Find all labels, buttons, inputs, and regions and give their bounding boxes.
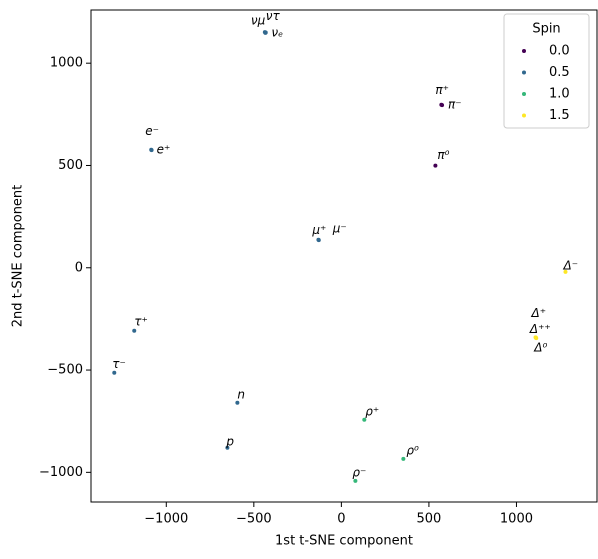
point-label: ρ⁺ (365, 404, 379, 418)
point (433, 163, 438, 168)
point-label: ρ⁻ (352, 465, 366, 479)
point (563, 269, 568, 274)
x-tick-label: −1000 (144, 512, 188, 527)
legend-marker (522, 70, 526, 75)
y-tick-label: −1000 (39, 465, 83, 480)
point (401, 456, 406, 461)
y-tick-label: 1000 (50, 56, 83, 71)
legend-marker (522, 92, 526, 96)
point (316, 238, 321, 243)
point-label: τ⁻ (112, 357, 126, 371)
legend-label: 1.0 (549, 87, 570, 102)
point (132, 328, 137, 333)
point (112, 370, 117, 375)
point-label: e⁻ (145, 124, 159, 138)
point-label: μ⁺ (311, 223, 326, 237)
point-label: π⁺ (435, 83, 449, 97)
point (353, 478, 358, 483)
legend-marker (522, 113, 526, 118)
plot-frame (90, 9, 598, 503)
point-label: n (237, 387, 245, 401)
x-tick-label: 0 (337, 512, 345, 527)
point-label: p (225, 434, 234, 448)
x-axis-label: 1st t-SNE component (275, 534, 413, 549)
point-label: μ⁻ (332, 222, 347, 236)
legend-label: 1.5 (549, 108, 570, 123)
point-label: τ⁺ (134, 314, 148, 328)
point-label: π⁰ (437, 148, 449, 162)
legend-label: 0.5 (549, 65, 570, 80)
y-tick-label: −500 (47, 363, 83, 378)
point (225, 445, 230, 450)
point-label: ρ⁰ (406, 443, 419, 457)
point (534, 336, 539, 341)
point-label: νμ (251, 14, 266, 28)
point (149, 148, 154, 153)
point (235, 400, 240, 405)
point-label: Δ⁻ (562, 258, 578, 272)
legend-marker (522, 49, 526, 53)
point-label: π⁻ (448, 98, 462, 112)
point-label: Δ⁺ (531, 306, 547, 320)
x-tick-label: 1000 (500, 512, 533, 527)
legend-title: Spin (532, 22, 560, 37)
legend-box (503, 13, 590, 129)
point-label: e⁺ (157, 143, 171, 157)
point (263, 30, 268, 35)
point-label: Δ⁺⁺ (529, 322, 551, 336)
x-tick-label: −500 (236, 512, 272, 527)
y-tick-label: 500 (58, 158, 83, 173)
y-tick-label: 0 (75, 260, 83, 275)
point (362, 417, 367, 422)
legend-label: 0.0 (549, 44, 570, 59)
x-tick-label: 500 (417, 512, 442, 527)
point (440, 103, 445, 108)
point-label: ντ (266, 9, 281, 23)
point-label: νₑ (271, 25, 283, 39)
point-label: Δ⁰ (533, 341, 547, 355)
y-axis-label: 2nd t-SNE component (11, 185, 26, 328)
